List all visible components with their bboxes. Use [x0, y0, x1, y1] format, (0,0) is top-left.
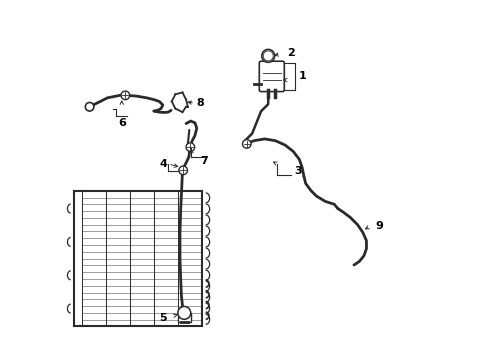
Text: 2: 2 [288, 48, 295, 58]
Text: 7: 7 [200, 156, 208, 166]
Circle shape [179, 166, 188, 175]
Circle shape [265, 52, 272, 59]
Text: 6: 6 [118, 118, 126, 128]
FancyBboxPatch shape [259, 61, 284, 91]
Text: 9: 9 [375, 221, 383, 231]
Text: 8: 8 [196, 98, 204, 108]
Circle shape [262, 49, 275, 62]
Circle shape [178, 306, 191, 319]
Circle shape [243, 140, 251, 148]
Text: 1: 1 [298, 71, 306, 81]
Text: 5: 5 [159, 312, 167, 323]
Bar [178, 313, 191, 322]
Circle shape [85, 103, 94, 111]
Text: 4: 4 [160, 159, 168, 169]
Circle shape [121, 91, 130, 100]
Text: 3: 3 [294, 166, 302, 176]
Circle shape [263, 51, 273, 61]
Circle shape [186, 143, 195, 152]
